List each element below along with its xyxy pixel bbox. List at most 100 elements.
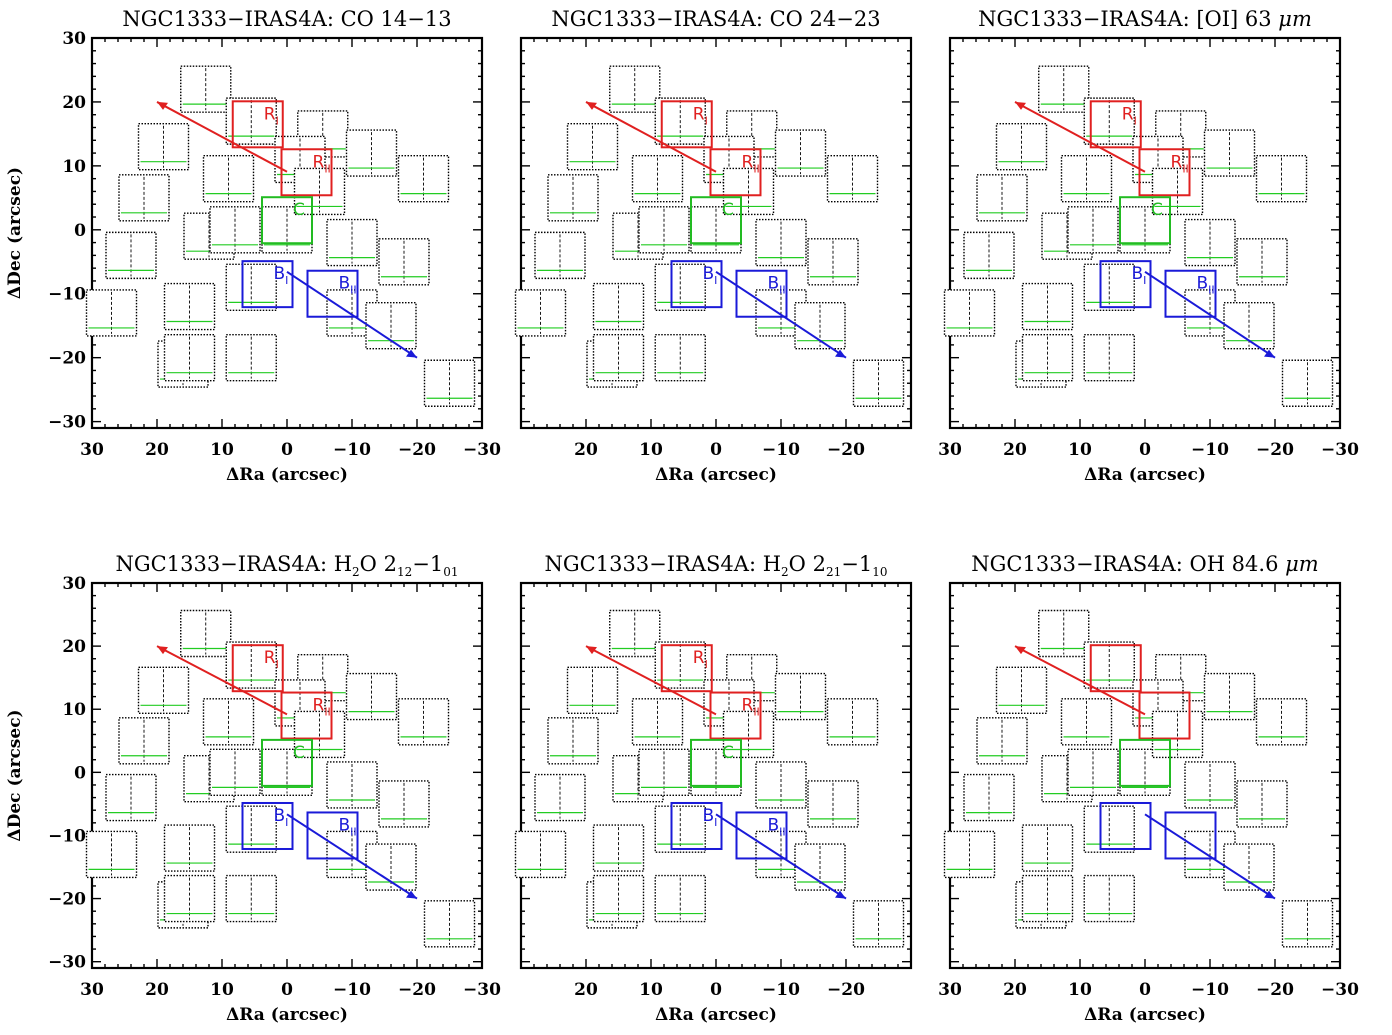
spaxel-box <box>654 97 706 145</box>
spaxel-box <box>1223 843 1275 891</box>
x-tick-label: 0 <box>1139 440 1151 460</box>
region-c: C <box>261 738 313 787</box>
region-label: RII <box>313 696 331 719</box>
x-tick-label: 10 <box>639 980 663 1000</box>
x-tick-label: 30 <box>938 980 962 1000</box>
spaxel-box <box>180 65 232 113</box>
spaxel-box <box>638 206 690 254</box>
region-r-ii: RI <box>231 644 284 693</box>
spaxel-box <box>547 717 599 765</box>
red-arrowhead <box>1015 101 1026 110</box>
spaxel-box <box>365 302 417 350</box>
spaxel-box <box>592 333 645 382</box>
spaxel-box <box>1281 359 1334 407</box>
x-tick-label: −30 <box>463 980 501 1000</box>
region-b-ii <box>1164 811 1217 860</box>
region-label: BI <box>1132 264 1147 287</box>
panel-title: NGC1333−IRAS4A: H2O 221−110 <box>545 552 888 579</box>
spaxel-box <box>1083 805 1135 853</box>
spaxel-box <box>1255 154 1308 203</box>
spaxel-box <box>105 231 157 280</box>
blue-arrowhead <box>1264 349 1275 358</box>
spaxel-box <box>225 263 277 312</box>
red-arrowhead <box>586 646 597 655</box>
spaxel-box <box>1236 238 1288 286</box>
x-tick-label: 10 <box>1068 440 1092 460</box>
x-tick-label: −20 <box>827 980 865 1000</box>
spaxel-box <box>423 900 476 948</box>
region-label: BII <box>768 274 786 297</box>
spaxel-box <box>209 206 261 254</box>
spaxel-box <box>1203 672 1256 721</box>
spaxel-box <box>976 174 1028 222</box>
spaxel-box <box>118 174 170 222</box>
panel-3: NGC1333−IRAS4A: [OI] 63 μm 30 20 10 0 −10 −20 −… <box>938 7 1359 485</box>
spaxel-box <box>774 129 827 177</box>
spaxel-box <box>609 609 661 658</box>
spaxel-box <box>137 122 190 171</box>
y-tick-label: 0 <box>74 763 86 783</box>
spaxel-box <box>1203 129 1256 177</box>
spaxel-box <box>755 218 807 267</box>
spaxel-box <box>326 761 378 809</box>
x-axis-label: ΔRa (arcsec) <box>226 1005 348 1025</box>
spaxel-box <box>326 218 378 267</box>
x-tick-label: −30 <box>463 440 501 460</box>
x-tick-label: −20 <box>1256 440 1294 460</box>
panel-4: NGC1333−IRAS4A: H2O 212−101 30 20 10 0 −10 −20… <box>5 552 501 1025</box>
y-tick-label: 0 <box>74 221 86 241</box>
x-tick-label: −10 <box>1191 980 1229 1000</box>
x-tick-label: −20 <box>1256 980 1294 1000</box>
spaxel-box <box>1223 302 1275 350</box>
spaxel-box <box>631 698 684 746</box>
region-b-ii: BII <box>735 269 788 318</box>
red-outflow-arrow <box>1014 101 1146 173</box>
x-tick-label: −30 <box>1321 440 1359 460</box>
spaxel-box <box>163 824 216 872</box>
region-label: RII <box>742 696 760 719</box>
panel-title: NGC1333−IRAS4A: [OI] 63 μm <box>978 7 1312 31</box>
x-tick-label: 0 <box>710 440 722 460</box>
spaxel-box <box>592 824 645 872</box>
panel-title: NGC1333−IRAS4A: CO 14−13 <box>122 7 451 31</box>
spaxel-box <box>202 154 255 203</box>
spaxel-box <box>225 641 277 689</box>
x-axis-label: ΔRa (arcsec) <box>1084 1005 1206 1025</box>
spaxel-box <box>225 805 277 853</box>
x-tick-label: 0 <box>710 980 722 1000</box>
x-tick-label: −30 <box>1321 980 1359 1000</box>
spaxel-box <box>345 672 398 721</box>
region-r-ii: RI <box>660 644 713 693</box>
x-tick-label: −20 <box>398 440 436 460</box>
region-label: C <box>722 743 734 763</box>
y-tick-label: 10 <box>62 700 86 720</box>
blue-arrowhead <box>835 890 846 899</box>
x-axis-label: ΔRa (arcsec) <box>1084 465 1206 485</box>
blue-outflow-arrow <box>286 813 418 900</box>
spaxel-box <box>345 129 398 177</box>
region-label: BII <box>339 815 357 838</box>
region-label: C <box>293 200 305 220</box>
spaxel-box <box>1151 167 1204 216</box>
spaxel-box <box>592 282 645 331</box>
y-axis-label: ΔDec (arcsec) <box>5 167 25 299</box>
spaxel-box <box>365 843 417 891</box>
panel-6: NGC1333−IRAS4A: OH 84.6 μm 30 20 10 0 −10 −20 −… <box>938 552 1359 1025</box>
panel-1: NGC1333−IRAS4A: CO 14−13 30 20 10 0 −10 −20 −30… <box>5 7 501 485</box>
x-tick-label: 20 <box>1003 980 1027 1000</box>
y-tick-label: −30 <box>48 413 86 433</box>
spaxel-box <box>1083 874 1135 923</box>
x-tick-label: −10 <box>762 980 800 1000</box>
region-label: C <box>1151 200 1163 220</box>
spaxel-box <box>163 282 216 331</box>
y-tick-label: 20 <box>62 93 86 113</box>
blue-arrowhead <box>1264 890 1275 899</box>
x-tick-label: 20 <box>574 980 598 1000</box>
blue-arrowhead <box>406 349 417 358</box>
red-outflow-arrow <box>1014 645 1146 716</box>
spaxel-box <box>1060 154 1113 203</box>
spaxel-box <box>794 843 846 891</box>
spaxel-box <box>1184 761 1236 809</box>
x-tick-label: 0 <box>281 980 293 1000</box>
spaxel-box <box>202 698 255 746</box>
